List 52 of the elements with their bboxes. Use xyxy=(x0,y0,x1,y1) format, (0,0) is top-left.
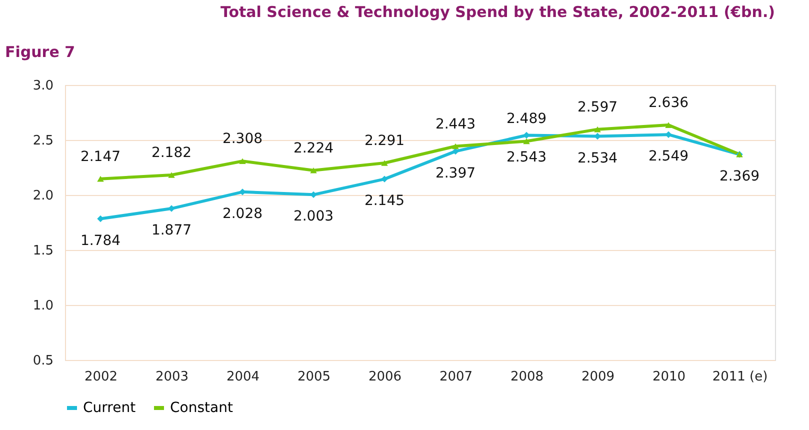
data-label: 2.369 xyxy=(719,168,760,184)
y-tick-label: 0.5 xyxy=(32,354,54,368)
data-label: 2.291 xyxy=(364,132,405,149)
x-tick-label: 2010 xyxy=(652,370,686,384)
x-tick-label: 2006 xyxy=(368,370,402,384)
point xyxy=(381,176,388,182)
legend-label: Constant xyxy=(170,400,234,416)
point xyxy=(168,205,175,212)
x-tick-label: 2004 xyxy=(226,370,260,384)
x-tick-label: 2005 xyxy=(297,370,331,384)
point xyxy=(523,138,530,144)
data-label: 2.147 xyxy=(80,148,121,165)
data-label: 2.003 xyxy=(293,208,334,225)
data-label: 2.534 xyxy=(577,150,618,166)
data-label: 2.028 xyxy=(222,206,263,222)
y-tick-label: 1.5 xyxy=(32,244,54,258)
data-label: 2.489 xyxy=(506,111,547,128)
data-label: 1.877 xyxy=(151,222,192,239)
data-label: 2.224 xyxy=(293,140,334,156)
point xyxy=(381,160,388,166)
point xyxy=(594,126,601,132)
data-label: 2.397 xyxy=(435,165,476,182)
x-tick-label: 2008 xyxy=(510,370,544,384)
x-tick-label: 2011 (e) xyxy=(712,370,768,384)
x-tick-label: 2007 xyxy=(439,370,473,384)
data-label: 2.543 xyxy=(506,149,547,166)
y-tick-label: 3.0 xyxy=(32,78,54,94)
legend-label: Current xyxy=(83,400,136,416)
point xyxy=(97,215,104,222)
y-tick-label: 2.0 xyxy=(32,188,54,204)
point xyxy=(452,143,459,150)
data-label: 2.182 xyxy=(151,144,192,161)
data-label: 2.636 xyxy=(648,95,689,112)
data-label: 2.443 xyxy=(435,116,476,132)
x-tick-label: 2009 xyxy=(581,370,615,384)
point xyxy=(310,167,317,174)
caption: Figure 7 xyxy=(5,43,76,61)
data-label: 2.145 xyxy=(364,193,405,210)
x-tick-label: 2003 xyxy=(155,370,189,384)
y-tick-label: 2.5 xyxy=(32,134,54,148)
data-label: 2.308 xyxy=(222,131,263,148)
x-tick-label: 2002 xyxy=(84,370,118,384)
data-label: 2.597 xyxy=(577,99,618,116)
y-tick-label: 1.0 xyxy=(32,298,54,314)
chart-title: Total Science & Technology Spend by the State, 2002-2011 (€bn.) xyxy=(220,3,775,21)
data-label: 2.549 xyxy=(648,148,689,165)
point xyxy=(665,131,672,138)
point xyxy=(168,172,175,178)
point xyxy=(665,122,672,128)
point xyxy=(239,158,246,164)
data-label: 1.784 xyxy=(80,232,121,249)
point xyxy=(97,176,104,182)
